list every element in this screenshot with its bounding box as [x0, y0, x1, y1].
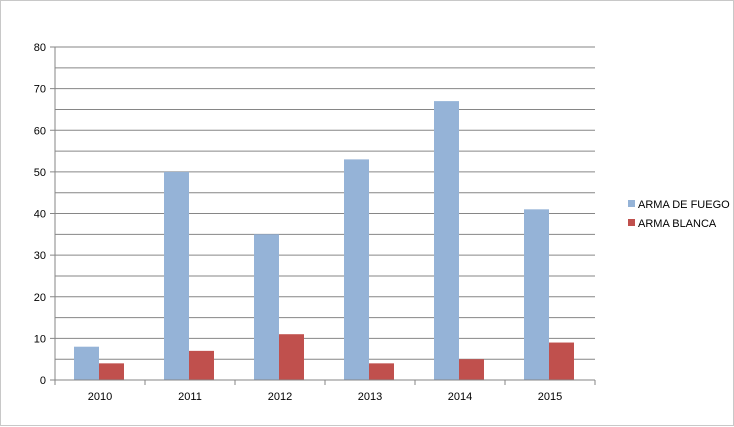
legend-label: ARMA DE FUEGO — [638, 199, 730, 211]
x-tick-label: 2014 — [448, 391, 472, 403]
y-tick-label: 60 — [34, 125, 46, 137]
x-tick-label: 2013 — [358, 391, 382, 403]
y-tick-label: 80 — [34, 42, 46, 54]
legend-label: ARMA BLANCA — [638, 218, 717, 230]
bar-arma-blanca-2011 — [189, 350, 214, 380]
axes: 0 10 20 30 40 50 60 70 80 2010 2011 2012 2013 2014 201… — [34, 42, 596, 403]
y-tick-label: 10 — [34, 333, 46, 345]
bar-arma-de-fuego-2014 — [434, 101, 459, 381]
x-tick-label: 2010 — [88, 391, 112, 403]
bar-arma-de-fuego-2010 — [74, 346, 99, 380]
bar-arma-blanca-2012 — [279, 334, 304, 380]
bar-arma-blanca-2010 — [99, 363, 124, 380]
y-tick-label: 40 — [34, 209, 46, 221]
legend-swatch — [628, 200, 635, 207]
bar-arma-blanca-2014 — [459, 359, 484, 380]
x-tick-label: 2012 — [268, 391, 292, 403]
bar-arma-de-fuego-2012 — [254, 234, 279, 380]
x-tick-label: 2015 — [538, 391, 562, 403]
y-tick-label: 20 — [34, 292, 46, 304]
legend: ARMA DE FUEGO ARMA BLANCA — [628, 199, 730, 230]
bar-arma-blanca-2013 — [369, 363, 394, 380]
y-tick-label: 30 — [34, 250, 46, 262]
y-tick-label: 70 — [34, 84, 46, 96]
bar-arma-de-fuego-2015 — [524, 209, 549, 380]
y-tick-label: 50 — [34, 167, 46, 179]
bar-arma-de-fuego-2011 — [164, 171, 189, 380]
bars — [74, 101, 574, 381]
legend-swatch — [628, 219, 635, 226]
y-tick-label: 0 — [40, 375, 46, 387]
gridlines — [55, 46, 595, 360]
bar-arma-blanca-2015 — [549, 342, 574, 380]
bar-arma-de-fuego-2013 — [344, 159, 369, 380]
x-tick-label: 2011 — [178, 391, 202, 403]
